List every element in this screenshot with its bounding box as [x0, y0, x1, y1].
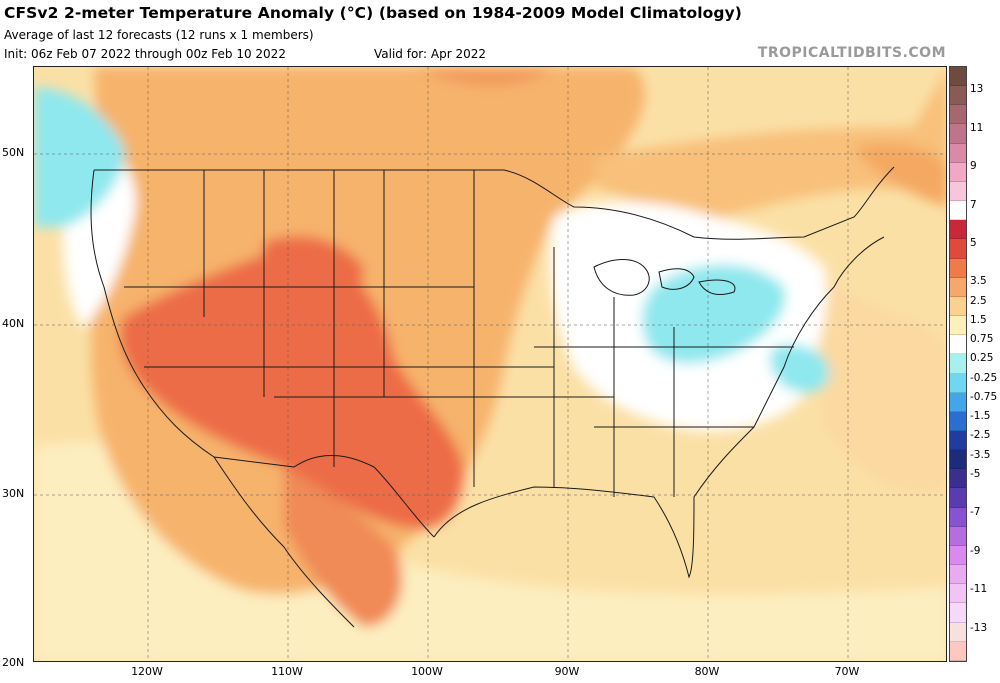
- legend-swatch: [950, 220, 966, 240]
- lon-label-80w: 80W: [694, 665, 720, 678]
- legend-label: 3.5: [970, 275, 987, 288]
- legend-swatch: [950, 105, 966, 125]
- legend-swatch: [950, 239, 966, 259]
- legend-label: -3.5: [970, 448, 991, 461]
- legend-labels: 13 11 9 7 5 3.5 2.5 1.5 0.75 0.25 -0.25 -0.75 -1.5 -2…: [970, 66, 1000, 662]
- legend-label: -11: [970, 583, 988, 596]
- lat-label-40n: 40N: [2, 317, 25, 330]
- legend-label: -0.25: [970, 371, 998, 384]
- brand-watermark: TROPICALTIDBITS.COM: [757, 45, 946, 61]
- legend-swatch: [950, 392, 966, 412]
- legend-swatch: [950, 641, 966, 661]
- legend-swatch: [950, 565, 966, 585]
- lat-label-30n: 30N: [2, 487, 25, 500]
- lon-label-110w: 110W: [271, 665, 303, 678]
- legend-label: -2.5: [970, 429, 991, 442]
- field-atlantic: [814, 267, 946, 493]
- valid-text: Valid for: Apr 2022: [374, 47, 486, 61]
- map-svg: [34, 67, 946, 661]
- chart-title: CFSv2 2-meter Temperature Anomaly (°C) (…: [4, 4, 742, 22]
- lat-label-20n: 20N: [2, 656, 25, 669]
- legend-label: -0.75: [970, 390, 998, 403]
- field-labrador: [854, 143, 946, 207]
- legend-swatch: [950, 86, 966, 106]
- legend-label: 0.75: [970, 333, 994, 346]
- anomaly-map: [33, 66, 947, 662]
- legend-swatch: [950, 469, 966, 489]
- legend-label: -13: [970, 621, 988, 634]
- legend-swatch: [950, 488, 966, 508]
- lat-label-50n: 50N: [2, 146, 25, 159]
- legend-swatch: [950, 124, 966, 144]
- field-hudson: [414, 67, 554, 86]
- legend-label: 5: [970, 237, 977, 250]
- legend-swatch: [950, 450, 966, 470]
- field-cyan-pacnw: [34, 87, 125, 227]
- color-legend: [949, 66, 967, 662]
- field-cyan-offshore: [769, 344, 830, 393]
- field-orange-north: [594, 70, 946, 219]
- legend-label: 2.5: [970, 294, 987, 307]
- legend-swatch: [950, 67, 966, 87]
- lon-label-90w: 90W: [554, 665, 580, 678]
- legend-swatch: [950, 258, 966, 278]
- legend-swatch: [950, 603, 966, 623]
- legend-swatch: [950, 507, 966, 527]
- legend-label: 11: [970, 121, 984, 134]
- lon-label-70w: 70W: [834, 665, 860, 678]
- legend-swatch: [950, 584, 966, 604]
- legend-swatch: [950, 430, 966, 451]
- legend-label: 9: [970, 160, 977, 173]
- legend-swatch: [950, 373, 966, 393]
- chart-subtitle: Average of last 12 forecasts (12 runs x …: [4, 28, 314, 42]
- legend-label: 13: [970, 83, 984, 96]
- legend-label: 0.25: [970, 352, 994, 365]
- legend-swatch: [950, 411, 966, 431]
- legend-label: -1.5: [970, 410, 991, 423]
- legend-label: -5: [970, 467, 981, 480]
- legend-swatch: [950, 526, 966, 546]
- legend-label: 1.5: [970, 313, 987, 326]
- legend-swatch: [950, 316, 966, 336]
- legend-swatch: [950, 335, 966, 355]
- legend-swatch: [950, 201, 966, 221]
- field-mexico: [284, 467, 403, 627]
- legend-label: -9: [970, 544, 981, 557]
- legend-swatch: [950, 354, 966, 374]
- boundaries: [90, 166, 895, 628]
- lon-label-100w: 100W: [411, 665, 443, 678]
- graticule: [34, 67, 946, 661]
- init-line: Init: 06z Feb 07 2022 through 00z Feb 10…: [4, 47, 486, 61]
- init-text: Init: 06z Feb 07 2022 through 00z Feb 10…: [4, 47, 286, 61]
- field-deep-wy: [263, 236, 364, 301]
- lon-label-120w: 120W: [131, 665, 163, 678]
- legend-swatch: [950, 296, 966, 317]
- legend-swatch: [950, 181, 966, 202]
- legend-label: -7: [970, 506, 981, 519]
- legend-swatch: [950, 545, 966, 566]
- legend-swatch: [950, 143, 966, 163]
- field-deep-sw: [120, 237, 464, 529]
- legend-label: 7: [970, 198, 977, 211]
- legend-swatch: [950, 162, 966, 182]
- legend-swatch: [950, 277, 966, 297]
- legend-swatch: [950, 622, 966, 642]
